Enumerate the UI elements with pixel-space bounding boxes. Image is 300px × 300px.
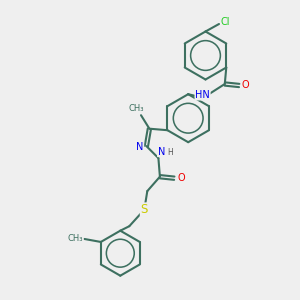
Text: HN: HN <box>195 90 210 100</box>
Text: Cl: Cl <box>221 16 230 27</box>
Text: O: O <box>177 173 185 183</box>
Text: H: H <box>167 148 173 157</box>
Text: N: N <box>158 146 165 157</box>
Text: N: N <box>136 142 143 152</box>
Text: CH₃: CH₃ <box>129 104 144 113</box>
Text: O: O <box>242 80 250 91</box>
Text: S: S <box>141 203 148 216</box>
Text: CH₃: CH₃ <box>68 234 83 243</box>
